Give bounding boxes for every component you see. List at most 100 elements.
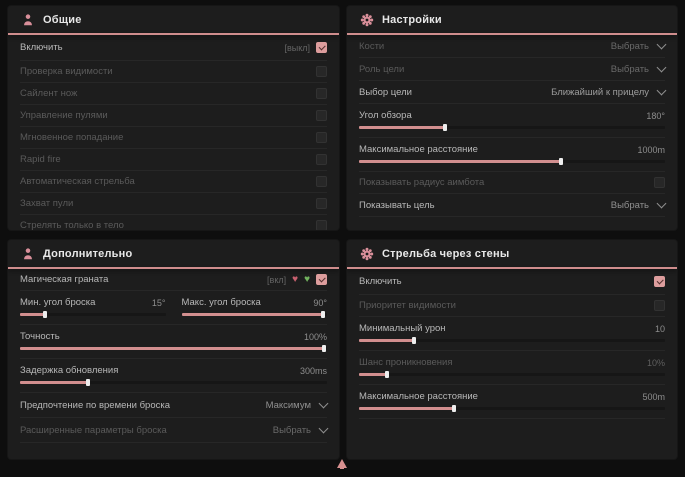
- gear-icon: [360, 13, 374, 26]
- chevron-down-icon: [318, 423, 329, 433]
- slider-value: 500m: [642, 391, 665, 402]
- max-throw-angle-slider[interactable]: [181, 311, 327, 318]
- row-label: Максимальное расстояние: [359, 391, 478, 402]
- panel-settings: Настройки Кости Выбрать Роль цели Выбрат…: [347, 6, 677, 230]
- row-label: Мин. угол броска: [20, 297, 96, 308]
- throw-time-pref-dropdown[interactable]: Максимум: [266, 398, 329, 411]
- row-label: Кости: [359, 40, 385, 52]
- chevron-down-icon: [656, 198, 667, 208]
- person-icon: [24, 247, 32, 259]
- row-bullet-capture: Захват пули: [20, 193, 327, 215]
- panel-title: Стрельба через стены: [382, 247, 510, 260]
- accuracy-slider[interactable]: [20, 345, 327, 352]
- row-visibility-check: Проверка видимости: [20, 61, 327, 83]
- body-only-checkbox[interactable]: [316, 220, 327, 230]
- row-max-distance: Максимальное расстояние 1000m: [359, 138, 665, 172]
- row-wallshoot-max-distance: Максимальное расстояние 500m: [359, 385, 665, 419]
- visibility-priority-checkbox[interactable]: [654, 300, 665, 311]
- slider-value: 180°: [646, 110, 665, 121]
- show-radius-checkbox[interactable]: [654, 177, 665, 188]
- slider-thumb[interactable]: [412, 337, 417, 344]
- penetration-chance-slider[interactable]: [359, 371, 665, 378]
- panel-title: Дополнительно: [43, 247, 133, 260]
- enable-checkbox[interactable]: [316, 42, 327, 53]
- wallshoot-max-distance-slider[interactable]: [359, 405, 665, 412]
- row-label: Максимальное расстояние: [359, 144, 478, 155]
- row-fov: Угол обзора 180°: [359, 104, 665, 138]
- row-min-throw-angle: Мин. угол броска 15°: [20, 291, 166, 324]
- slider-thumb[interactable]: [558, 158, 563, 165]
- target-role-dropdown[interactable]: Выбрать: [610, 62, 667, 75]
- row-show-radius: Показывать радиус аимбота: [359, 172, 665, 194]
- slider-value: 90°: [313, 297, 327, 308]
- panel-wallshoot-header: Стрельба через стены: [347, 240, 677, 267]
- row-throw-time-pref: Предпочтение по времени броска Максимум: [20, 393, 329, 418]
- gear-icon: [360, 247, 374, 260]
- rapid-fire-checkbox[interactable]: [316, 154, 327, 165]
- dropdown-value: Выбрать: [272, 424, 311, 436]
- row-label: Угол обзора: [359, 110, 412, 121]
- row-label: Предпочтение по времени броска: [20, 399, 170, 411]
- show-target-dropdown[interactable]: Выбрать: [611, 198, 667, 211]
- slider-thumb[interactable]: [384, 371, 389, 378]
- hotkey-tag: [вкл]: [267, 274, 287, 285]
- panel-title: Настройки: [382, 13, 442, 26]
- auto-fire-checkbox[interactable]: [316, 176, 327, 187]
- row-label: Мгновенное попадание: [20, 132, 124, 143]
- heart-check-icon[interactable]: ♥: [304, 273, 310, 285]
- min-damage-slider[interactable]: [359, 337, 665, 344]
- heart-slash-icon[interactable]: ♥: [292, 273, 299, 285]
- instant-hit-checkbox[interactable]: [316, 132, 327, 143]
- silent-knife-checkbox[interactable]: [316, 88, 327, 99]
- chevron-down-icon: [656, 39, 667, 49]
- slider-thumb[interactable]: [451, 405, 456, 412]
- slider-value: 300ms: [299, 365, 327, 376]
- row-magic-grenade: Магическая граната [вкл] ♥ ♥: [20, 269, 327, 291]
- row-accuracy: Точность 100%: [20, 325, 327, 359]
- slider-thumb[interactable]: [320, 311, 325, 318]
- row-instant-hit: Мгновенное попадание: [20, 127, 327, 149]
- min-throw-angle-slider[interactable]: [20, 311, 166, 318]
- max-distance-slider[interactable]: [359, 158, 665, 165]
- slider-value: 10: [654, 323, 665, 334]
- row-update-delay: Задержка обновления 300ms: [20, 359, 327, 393]
- panel-settings-header: Настройки: [347, 6, 677, 33]
- row-label: Макс. угол броска: [181, 297, 261, 308]
- fov-slider[interactable]: [359, 124, 665, 131]
- visibility-check-checkbox[interactable]: [316, 66, 327, 77]
- extended-params-dropdown[interactable]: Выбрать: [272, 423, 329, 436]
- row-bones: Кости Выбрать: [359, 35, 667, 58]
- row-wallshoot-enable: Включить: [359, 269, 665, 295]
- row-label: Управление пулями: [20, 110, 108, 121]
- row-auto-fire: Автоматическая стрельба: [20, 171, 327, 193]
- row-label: Захват пули: [20, 198, 74, 209]
- row-visibility-priority: Приоритет видимости: [359, 295, 665, 317]
- bullet-control-checkbox[interactable]: [316, 110, 327, 121]
- row-label: Сайлент нож: [20, 88, 78, 99]
- update-delay-slider[interactable]: [20, 379, 327, 386]
- row-enable: Включить [выкл]: [20, 35, 327, 61]
- panel-additional: Дополнительно Магическая граната [вкл] ♥…: [8, 240, 339, 459]
- slider-value: 100%: [303, 331, 327, 342]
- bullet-capture-checkbox[interactable]: [316, 198, 327, 209]
- bones-dropdown[interactable]: Выбрать: [611, 39, 667, 52]
- panel-wallshoot: Стрельба через стены Включить Приоритет …: [347, 240, 677, 459]
- chevron-down-icon: [656, 62, 667, 72]
- dropdown-value: Выбрать: [610, 63, 649, 75]
- wallshoot-enable-checkbox[interactable]: [654, 276, 665, 287]
- person-icon: [24, 13, 32, 25]
- row-label: Магическая граната: [20, 274, 109, 285]
- row-label: Выбор цели: [359, 86, 412, 98]
- row-target-role: Роль цели Выбрать: [359, 58, 667, 81]
- slider-thumb[interactable]: [42, 311, 47, 318]
- slider-thumb[interactable]: [85, 379, 90, 386]
- slider-value: 10%: [646, 357, 665, 368]
- magic-grenade-checkbox[interactable]: [316, 274, 327, 285]
- slider-thumb[interactable]: [442, 124, 447, 131]
- slider-thumb[interactable]: [321, 345, 326, 352]
- row-label: Показывать радиус аимбота: [359, 177, 485, 188]
- target-select-dropdown[interactable]: Ближайший к прицелу: [551, 85, 667, 98]
- row-max-throw-angle: Макс. угол броска 90°: [181, 291, 327, 324]
- row-label: Показывать цель: [359, 199, 435, 211]
